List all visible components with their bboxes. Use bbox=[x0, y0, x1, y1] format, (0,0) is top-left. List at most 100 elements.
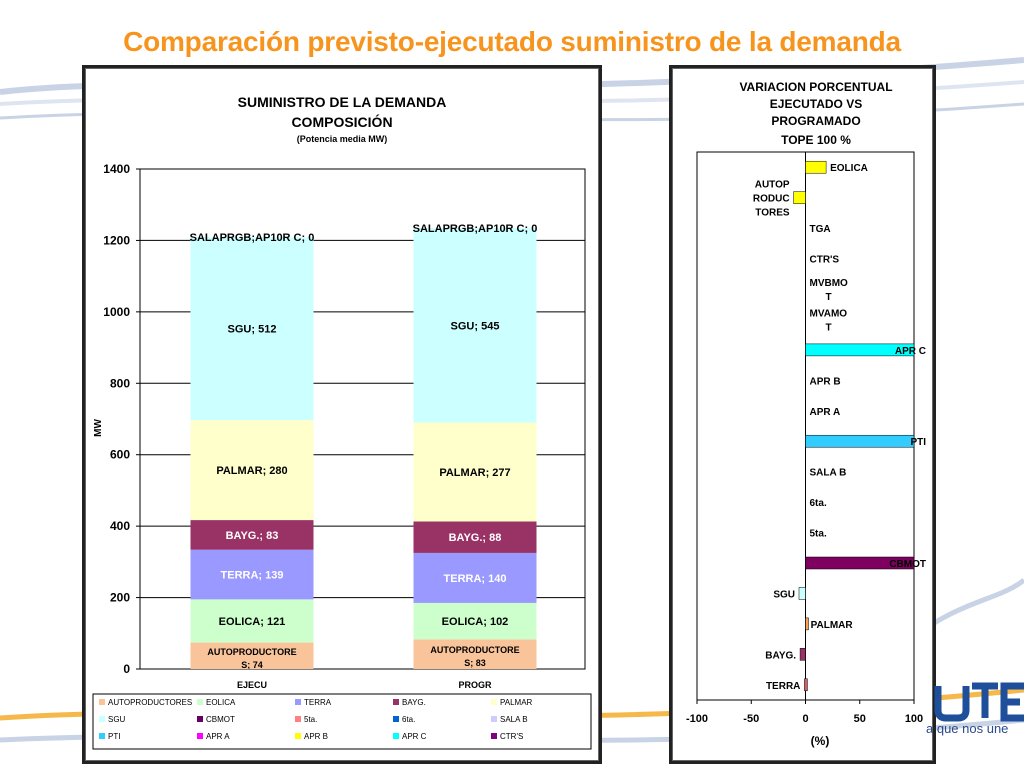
legend-label-sgu: SGU bbox=[108, 715, 126, 724]
variation-bar-eolica bbox=[805, 160, 827, 174]
bar-stacks: AUTOPRODUCTORE S; 74 EOLICA; 121 TERRA; 139… bbox=[190, 223, 538, 670]
legend-swatch-eolica bbox=[197, 699, 203, 705]
variation-label-sgu: SGU bbox=[773, 589, 795, 600]
legend-label-autoproductores: AUTOPRODUCTORES bbox=[108, 698, 192, 707]
variation-label-autop-roduc-tores: TORES bbox=[755, 208, 790, 219]
legend-swatch-autoproductores bbox=[99, 699, 105, 705]
zero-series-labels-progr: SALAPRGB;AP10R C; 0 bbox=[413, 223, 538, 235]
variation-label-5ta: 5ta. bbox=[810, 529, 827, 540]
bar-segment-palmar-progr bbox=[413, 422, 537, 522]
bar-segment-eolica-ejecu bbox=[190, 599, 314, 643]
variation-label-mvamo-t: T bbox=[826, 322, 832, 333]
variation-bar-chart-panel: VARIACION PORCENTUAL EJECUTADO VS PROGRA… bbox=[669, 65, 936, 764]
y-tick-label: 1400 bbox=[103, 162, 130, 176]
legend: AUTOPRODUCTORES EOLICA TERRA BAYG. PALMAR SGU… bbox=[99, 698, 533, 741]
variation-label-terra: TERRA bbox=[766, 681, 800, 692]
variation-label-mvbmo-t: T bbox=[826, 292, 832, 303]
variation-x-axis-label: (%) bbox=[811, 734, 830, 748]
data-label-bayg-ejecu: BAYG.; 83 bbox=[226, 530, 279, 542]
variation-label-apr-a: APR A bbox=[810, 407, 841, 418]
data-label-autoproductores-progr: AUTOPRODUCTORE bbox=[430, 645, 519, 655]
x-tick-label: 100 bbox=[905, 713, 923, 725]
legend-swatch-apr-c bbox=[393, 733, 399, 739]
legend-label-apr-a: APR A bbox=[206, 732, 230, 741]
variation-x-ticks: -100 -50 0 50 100 bbox=[686, 700, 923, 725]
legend-swatch-cbmot bbox=[197, 716, 203, 722]
legend-swatch-ctr-s bbox=[491, 733, 497, 739]
data-label-eolica-ejecu: EOLICA; 121 bbox=[219, 616, 286, 628]
bar-segment-palmar-ejecu bbox=[190, 420, 314, 521]
x-tick-label: EJECU bbox=[237, 680, 267, 690]
data-label-palmar-progr: PALMAR; 277 bbox=[439, 467, 510, 479]
data-label-sgu-progr: SGU; 545 bbox=[451, 320, 500, 332]
data-label-autoproductores-progr: S; 83 bbox=[464, 658, 486, 668]
data-label-eolica-progr: EOLICA; 102 bbox=[442, 616, 509, 628]
y-tick-label: 0 bbox=[123, 662, 130, 676]
bar-segment-terra-progr bbox=[413, 552, 537, 603]
slide-title: Comparación previsto-ejecutado suministr… bbox=[123, 26, 901, 57]
variation-label-autop-roduc-tores: AUTOP bbox=[755, 180, 790, 191]
legend-swatch-pti bbox=[99, 733, 105, 739]
legend-label-terra: TERRA bbox=[304, 698, 332, 707]
x-tick-label: 0 bbox=[802, 713, 808, 725]
legend-label-apr-c: APR C bbox=[402, 732, 427, 741]
bar-segment-eolica-progr bbox=[413, 602, 537, 640]
legend-label-ctr-s: CTR'S bbox=[500, 732, 523, 741]
legend-box bbox=[92, 693, 592, 750]
legend-label-6ta: 6ta. bbox=[402, 715, 415, 724]
variation-bar-chart: VARIACION PORCENTUAL EJECUTADO VS PROGRA… bbox=[686, 80, 926, 748]
x-tick-label: -50 bbox=[743, 713, 759, 725]
variation-label-pti: PTI bbox=[910, 437, 926, 448]
variation-label-autop-roduc-tores: RODUC bbox=[753, 194, 790, 205]
variation-title-line-4: TOPE 100 % bbox=[781, 133, 851, 147]
legend-swatch-apr-b bbox=[295, 733, 301, 739]
variation-bar-apr-c bbox=[805, 343, 915, 357]
variation-label-bayg: BAYG. bbox=[765, 650, 796, 661]
variation-bar-cbmot bbox=[805, 556, 915, 570]
variation-title-line-3: PROGRAMADO bbox=[771, 114, 860, 128]
variation-bar-palmar bbox=[805, 617, 809, 631]
legend-label-5ta: 5ta. bbox=[304, 715, 317, 724]
plot-area-border bbox=[139, 168, 586, 670]
x-tick-label: 50 bbox=[854, 713, 866, 725]
legend-label-apr-b: APR B bbox=[304, 732, 328, 741]
bar-segment-sgu-progr bbox=[413, 227, 537, 423]
y-axis-label: MW bbox=[93, 419, 104, 437]
legend-swatch-terra bbox=[295, 699, 301, 705]
legend-swatch-sgu bbox=[99, 716, 105, 722]
variation-label-mvbmo-t: MVBMO bbox=[810, 278, 849, 289]
variation-label-ctr-s: CTR'S bbox=[810, 255, 840, 266]
x-tick-label: -100 bbox=[686, 713, 708, 725]
chart-subtitle-units: (Potencia media MW) bbox=[297, 134, 388, 144]
data-label-terra-progr: TERRA; 140 bbox=[444, 573, 507, 585]
x-tick-label: PROGR bbox=[458, 680, 492, 690]
variation-label-apr-c: APR C bbox=[895, 346, 926, 357]
bar-segment-sgu-ejecu bbox=[190, 237, 314, 421]
legend-swatch-apr-a bbox=[197, 733, 203, 739]
variation-label-apr-b: APR B bbox=[810, 376, 841, 387]
x-tick-labels: EJECU PROGR bbox=[237, 680, 492, 690]
data-label-bayg-progr: BAYG.; 88 bbox=[449, 532, 502, 544]
legend-label-eolica: EOLICA bbox=[206, 698, 236, 707]
variation-label-palmar: PALMAR bbox=[811, 620, 854, 631]
y-tick-label: 600 bbox=[110, 448, 130, 462]
chart-title: SUMINISTRO DE LA DEMANDA bbox=[238, 94, 447, 110]
data-label-palmar-ejecu: PALMAR; 280 bbox=[216, 465, 287, 477]
zero-series-labels-ejecu: SALAPRGB;AP10R C; 0 bbox=[190, 232, 315, 244]
legend-label-bayg: BAYG. bbox=[402, 698, 426, 707]
variation-label-sala-b: SALA B bbox=[810, 468, 847, 479]
variation-bar-bayg bbox=[799, 648, 806, 661]
chart-subtitle: COMPOSICIÓN bbox=[291, 113, 392, 130]
variation-bar-sgu bbox=[798, 587, 806, 600]
legend-swatch-6ta bbox=[393, 716, 399, 722]
bar-segment-autoproductores-ejecu bbox=[190, 642, 314, 669]
legend-swatch-bayg bbox=[393, 699, 399, 705]
variation-label-6ta: 6ta. bbox=[810, 498, 827, 509]
variation-label-mvamo-t: MVAMO bbox=[810, 308, 848, 319]
data-label-autoproductores-ejecu: AUTOPRODUCTORE bbox=[207, 647, 296, 657]
bar-segment-bayg-ejecu bbox=[190, 520, 314, 550]
stacked-bar-chart: SUMINISTRO DE LA DEMANDA COMPOSICIÓN (Po… bbox=[92, 94, 592, 750]
stacked-bar-chart-panel: SUMINISTRO DE LA DEMANDA COMPOSICIÓN (Po… bbox=[82, 65, 602, 764]
y-tick-label: 400 bbox=[110, 519, 130, 533]
bar-segment-terra-ejecu bbox=[190, 549, 314, 600]
